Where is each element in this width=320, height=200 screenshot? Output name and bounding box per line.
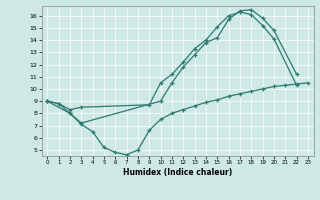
X-axis label: Humidex (Indice chaleur): Humidex (Indice chaleur) bbox=[123, 168, 232, 177]
